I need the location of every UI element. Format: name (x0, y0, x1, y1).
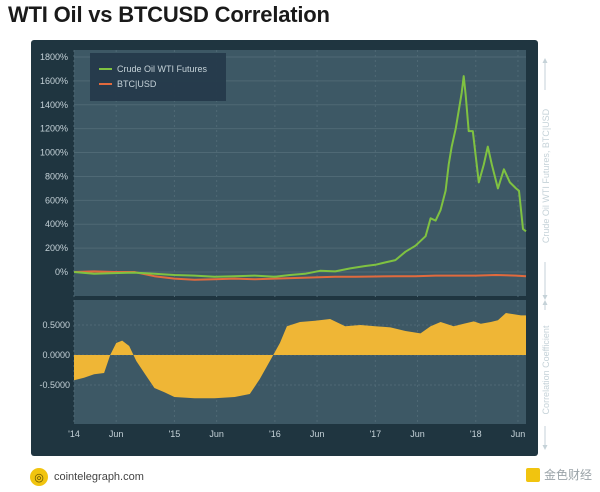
legend: Crude Oil WTI Futures BTC|USD (90, 53, 226, 101)
y-tick-label: 0% (55, 267, 68, 277)
watermark-text: 金色财经 (543, 468, 592, 482)
right-axis-arrowhead-bottom-up (542, 300, 548, 305)
x-tick-label: Jun (410, 429, 425, 439)
watermark: 金色财经 (525, 466, 592, 483)
y-tick-label: 1800% (40, 52, 68, 62)
watermark-logo-icon (525, 467, 540, 482)
y-tick-label: 800% (45, 171, 68, 181)
series-line-btc-usd (73, 270, 527, 281)
y-tick-label: 1200% (40, 124, 68, 134)
x-tick-label: '17 (369, 429, 381, 439)
y-tick-label-corr: 0.5000 (42, 320, 70, 330)
y-tick-label: 600% (45, 195, 68, 205)
right-axis: Crude Oil WTI Futures, BTC|USD Correlati… (541, 58, 551, 450)
x-tick-label: '14 (68, 429, 80, 439)
x-tick-label: Jun (511, 429, 526, 439)
legend-label-btc: BTC|USD (117, 79, 157, 89)
chart-title: WTI Oil vs BTCUSD Correlation (8, 2, 330, 27)
right-axis-arrowhead-top (542, 58, 548, 63)
x-tick-label: '16 (269, 429, 281, 439)
axis-ticks: 1800% 1600% 1400% 1200% 1000% 800% 600% 400% 200… (39, 52, 525, 439)
right-axis-arrowhead-end (542, 445, 548, 450)
right-axis-label-top: Crude Oil WTI Futures, BTC|USD (541, 108, 551, 243)
right-axis-label-bottom: Correlation Coefficient (541, 325, 551, 414)
price-lines (73, 75, 527, 281)
correlation-area-series (74, 313, 526, 399)
x-tick-label: '18 (470, 429, 482, 439)
source-link[interactable]: cointelegraph.com (54, 471, 144, 483)
y-tick-label: 1400% (40, 100, 68, 110)
cointelegraph-logo-icon: ◎ (30, 468, 48, 486)
legend-label-oil: Crude Oil WTI Futures (117, 64, 208, 74)
legend-box (90, 53, 226, 101)
x-tick-label: Jun (310, 429, 325, 439)
footer: ◎ cointelegraph.com (30, 466, 144, 488)
x-tick-label: '15 (169, 429, 181, 439)
y-tick-label: 1600% (40, 76, 68, 86)
x-tick-label: Jun (109, 429, 124, 439)
correlation-area (74, 313, 526, 399)
y-tick-label-corr: 0.0000 (42, 350, 70, 360)
y-tick-label: 400% (45, 219, 68, 229)
x-tick-label: Jun (209, 429, 224, 439)
y-tick-label-corr: -0.5000 (39, 380, 70, 390)
right-axis-arrowhead-mid (542, 295, 548, 300)
y-tick-label: 200% (45, 243, 68, 253)
series-line-crude-oil-wti-futures (73, 75, 527, 278)
y-tick-label: 1000% (40, 148, 68, 158)
